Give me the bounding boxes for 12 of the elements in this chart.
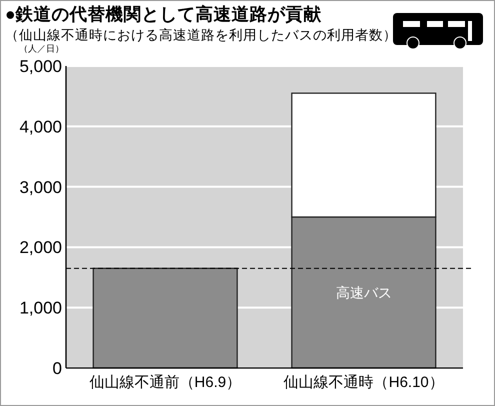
title: ●鉄道の代替機関として高速道路が貢献 (5, 4, 322, 24)
y-tick: 3,000 (19, 178, 62, 197)
y-tick: 2,000 (19, 238, 62, 258)
x-tick: 仙山線不通時（H6.10） (284, 374, 444, 391)
y-tick: 4,000 (19, 117, 62, 136)
y-tick: 5,000 (19, 57, 62, 76)
y-tick: 0 (52, 359, 62, 378)
y-tick: 1,000 (19, 298, 62, 318)
x-tick: 仙山線不通前（H6.9） (89, 374, 242, 391)
series-label: 高速バス (336, 284, 392, 300)
subtitle: （仙山線不通時における高速道路を利用したバスの利用者数） (5, 28, 397, 42)
ylabel: （人／日） (19, 44, 64, 54)
